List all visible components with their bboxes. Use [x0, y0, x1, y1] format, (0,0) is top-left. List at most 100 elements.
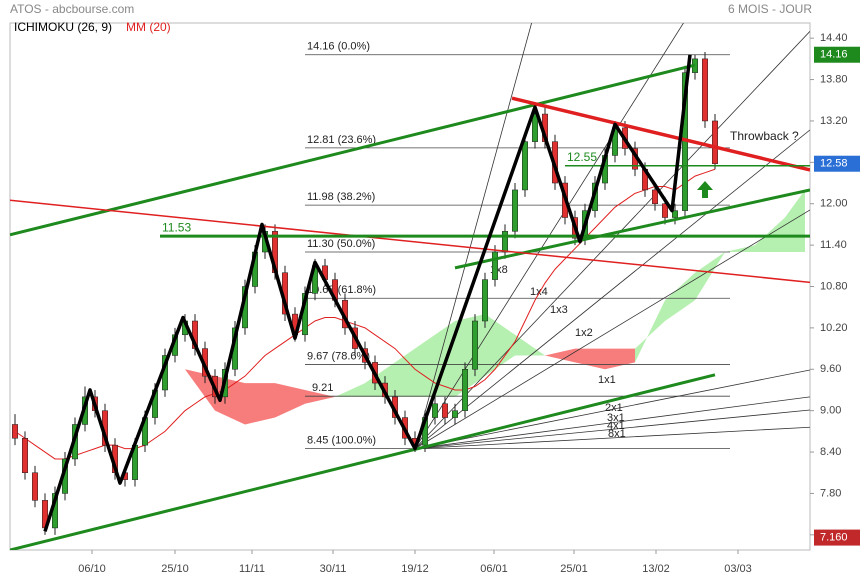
- fib-label: 8.45 (100.0%): [307, 435, 376, 447]
- candle-body: [652, 189, 658, 204]
- fan-label: 4x1: [607, 420, 625, 432]
- level-label: 12.55: [567, 150, 597, 164]
- cloud-segment: [335, 383, 365, 397]
- fib-label: 11.98 (38.2%): [307, 191, 375, 203]
- y-tick-label: 13.80: [820, 73, 848, 85]
- price-tag-label: 12.58: [820, 158, 848, 170]
- legend-label: ICHIMOKU (26, 9): [14, 20, 112, 34]
- cloud-segment: [425, 320, 455, 397]
- y-tick-label: 11.40: [820, 239, 847, 251]
- trend-line: [10, 373, 716, 550]
- cloud-segment: [695, 252, 725, 301]
- fib-label: 14.16 (0.0%): [307, 41, 370, 53]
- cloud-segment: [245, 383, 275, 425]
- x-tick-label: 19/12: [401, 563, 429, 575]
- y-tick-label: 9.60: [820, 363, 841, 375]
- x-tick-label: 25/10: [161, 563, 189, 575]
- trend-line: [10, 199, 810, 284]
- candle-body: [712, 120, 718, 164]
- price-tag: [814, 155, 860, 172]
- fib-label: 10.63 (61.8%): [307, 284, 376, 296]
- fan-line: [414, 426, 810, 450]
- candle-body: [702, 58, 708, 122]
- fan-line: [414, 396, 810, 449]
- cloud-segment: [275, 383, 305, 418]
- chart-subtitle: 6 MOIS - JOUR: [728, 2, 812, 16]
- candle-body: [462, 369, 468, 411]
- fib-label: 11.30 (50.0%): [307, 238, 375, 250]
- fib-label: 12.81 (23.6%): [307, 134, 376, 146]
- cloud-segment: [635, 300, 665, 363]
- x-tick-label: 06/10: [78, 563, 106, 575]
- x-tick-label: 06/01: [480, 563, 508, 575]
- candle-body: [432, 403, 438, 418]
- candle-body: [502, 231, 508, 253]
- y-tick-label: 9.00: [820, 405, 841, 417]
- y-tick-label: 8.40: [820, 446, 841, 458]
- x-tick-label: 13/02: [642, 563, 670, 575]
- fan-line: [414, 409, 810, 449]
- price-tag-label: 7.160: [820, 531, 848, 543]
- x-tick-label: 11/11: [239, 563, 265, 575]
- fan-line: [414, 129, 810, 449]
- cloud-segment: [665, 272, 695, 321]
- candle-body: [482, 279, 488, 322]
- y-tick-label: 14.40: [820, 32, 848, 44]
- candle-body: [22, 438, 28, 473]
- up-arrow: [697, 181, 713, 198]
- cloud-segment: [485, 314, 515, 377]
- fan-label: 8x1: [608, 428, 626, 440]
- cloud-segment: [305, 389, 335, 404]
- fib-label: 9.21: [312, 382, 333, 394]
- legend-label: MM (20): [126, 20, 171, 34]
- y-tick-label: 12.00: [820, 198, 848, 210]
- candle-body: [662, 203, 668, 218]
- y-tick-label: 10.20: [820, 322, 848, 334]
- chart-title: ATOS - abcbourse.com: [10, 2, 134, 16]
- candle-body: [442, 403, 448, 418]
- cloud-segment: [395, 341, 425, 397]
- fan-label: 3x1: [607, 412, 625, 424]
- level-label: 11.53: [162, 220, 191, 234]
- candle-body: [522, 141, 528, 191]
- zigzag: [43, 54, 692, 532]
- y-tick-label: 10.80: [820, 280, 848, 292]
- fan-line: [414, 31, 810, 449]
- trend-line: [454, 188, 810, 270]
- fan-label: 1x3: [550, 304, 568, 316]
- candle-body: [492, 251, 498, 280]
- x-tick-label: 25/01: [560, 563, 588, 575]
- fan-label: 2x1: [605, 402, 623, 414]
- candle-body: [12, 424, 18, 439]
- candle-body: [512, 189, 518, 232]
- price-tag: [814, 46, 860, 63]
- cloud-segment: [725, 245, 755, 253]
- candle-body: [472, 320, 478, 370]
- x-tick-label: 03/03: [724, 563, 752, 575]
- plot-area: 14.16 (0.0%) 12.81 (23.6%) 11.98 (38.2%) 11…: [10, 23, 810, 550]
- cloud-segment: [545, 348, 575, 363]
- candle-body: [32, 472, 38, 501]
- fan-label: 1x1: [598, 374, 616, 386]
- fan-line: [414, 23, 533, 449]
- fib-label: 9.67 (78.6%): [307, 350, 370, 362]
- candle-body: [532, 113, 538, 142]
- trend-line: [10, 63, 696, 237]
- candle-body: [452, 410, 458, 418]
- fan-label: 1x4: [530, 286, 548, 298]
- price-tag: [814, 529, 860, 546]
- y-tick-label: 13.20: [820, 115, 848, 127]
- fan-line: [414, 369, 810, 449]
- candle-body: [672, 210, 678, 218]
- fan-line: [414, 209, 810, 449]
- trend-line: [511, 96, 810, 172]
- y-tick-label: 7.80: [820, 487, 841, 499]
- cloud-segment: [185, 369, 215, 411]
- x-tick-label: 30/11: [320, 563, 347, 575]
- fan-label: 1x2: [575, 327, 593, 339]
- annotation: Throwback ?: [730, 129, 799, 143]
- cloud-segment: [515, 334, 545, 356]
- price-tag-label: 14.16: [820, 49, 848, 61]
